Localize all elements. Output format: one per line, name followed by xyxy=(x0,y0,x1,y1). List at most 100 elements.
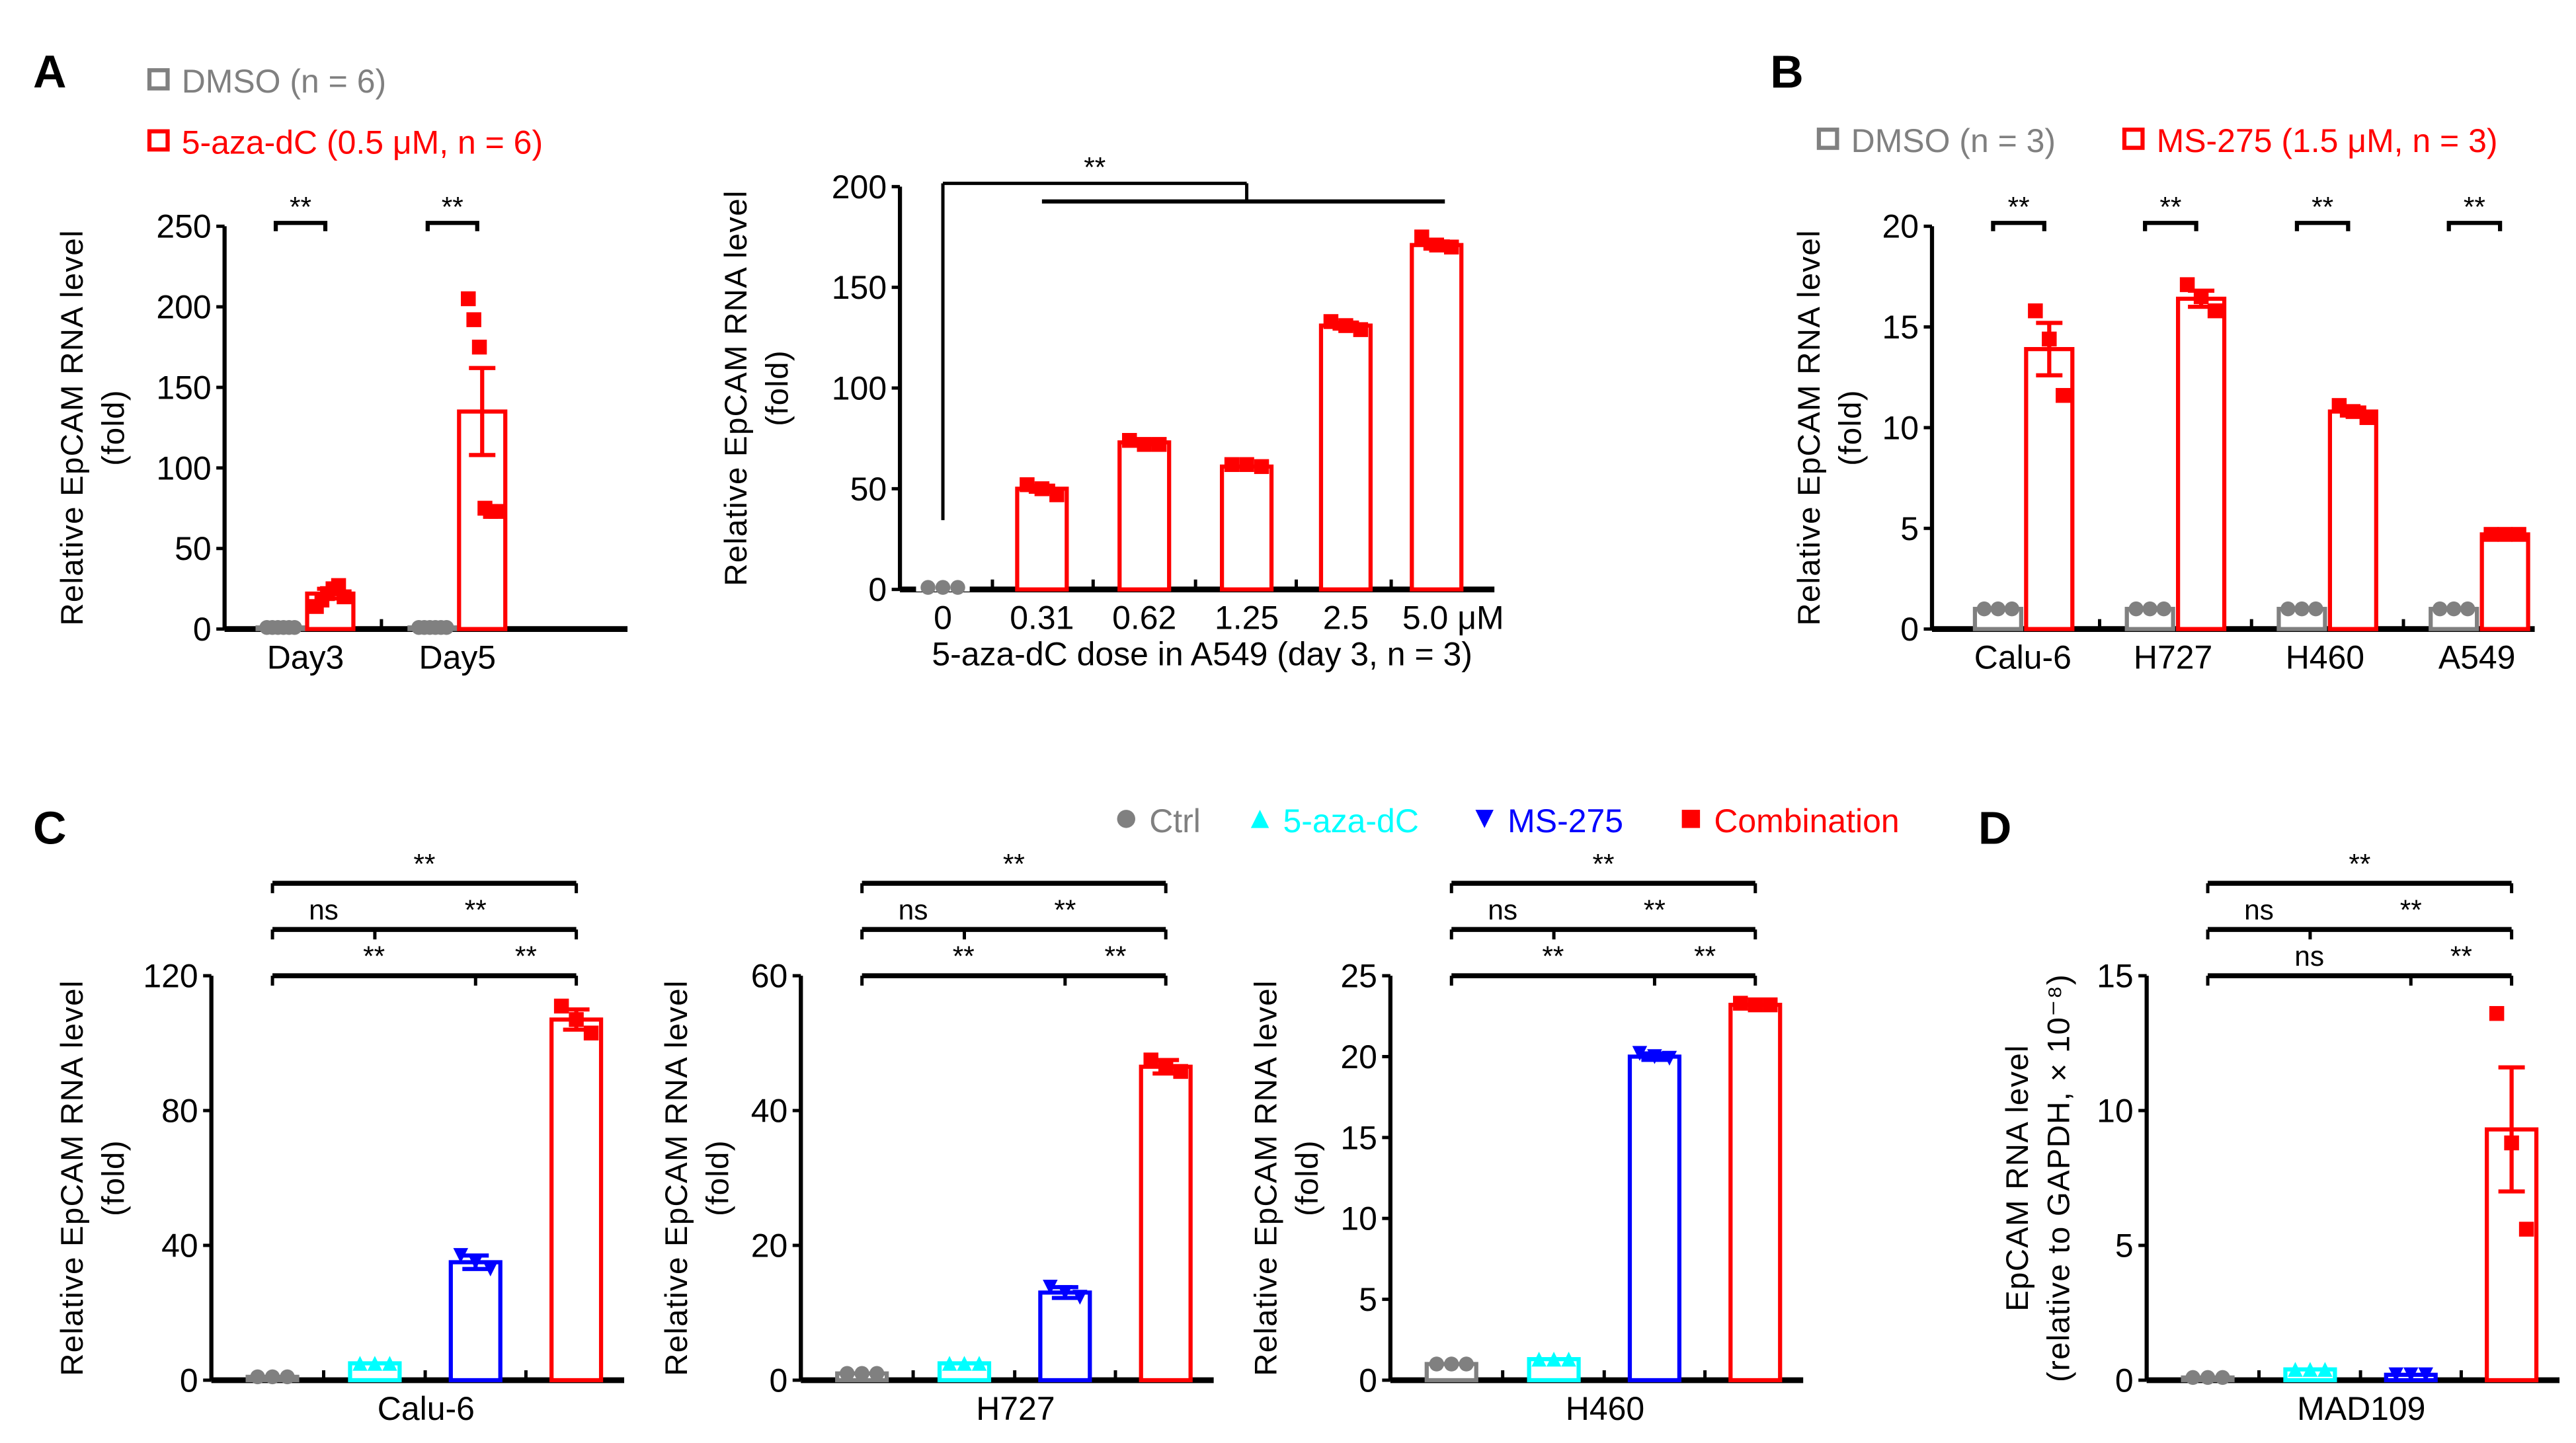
data-point xyxy=(1733,995,1748,1011)
data-point xyxy=(280,1369,295,1385)
data-point xyxy=(1414,229,1429,245)
significance-bracket xyxy=(425,221,479,231)
significance-bracket xyxy=(2294,221,2351,231)
data-point xyxy=(1122,432,1137,448)
bar xyxy=(2479,532,2530,631)
legend-label: MS-275 xyxy=(1508,802,1623,839)
significance-label: ** xyxy=(1592,848,1614,879)
significance-label: ** xyxy=(2159,191,2181,222)
legend-marker-icon xyxy=(1117,810,1135,828)
data-point xyxy=(2483,527,2499,542)
bar xyxy=(448,1260,503,1383)
data-point xyxy=(1338,318,1353,333)
data-point xyxy=(1224,457,1240,473)
significance-label: ** xyxy=(953,941,975,972)
y-tick-label: 15 xyxy=(1340,1119,1377,1156)
data-point xyxy=(1531,1351,1547,1367)
bar-ms-275 xyxy=(1038,1285,1092,1383)
data-point xyxy=(1239,457,1254,473)
data-point xyxy=(2446,601,2462,617)
legend-label: MS-275 (1.5 μM, n = 3) xyxy=(2157,122,2498,159)
x-axis-label: 5-aza-dC dose in A549 (day 3, n = 3) xyxy=(932,636,1472,673)
data-point xyxy=(2460,601,2475,617)
x-category-label: 2.5 xyxy=(1323,600,1369,637)
data-point xyxy=(2331,398,2347,413)
y-axis-label-units: (fold) xyxy=(96,389,131,466)
data-point xyxy=(1662,1050,1677,1066)
x-axis-label: H727 xyxy=(976,1390,1055,1427)
data-point xyxy=(2345,404,2361,419)
data-point xyxy=(2497,527,2513,542)
data-point xyxy=(2403,1367,2419,1383)
y-tick-label: 250 xyxy=(156,208,211,245)
data-point xyxy=(1763,997,1778,1013)
data-point xyxy=(1057,1285,1073,1300)
significance-label: ns xyxy=(899,894,928,925)
y-tick-label: 80 xyxy=(161,1093,198,1130)
panel-letter-b: B xyxy=(1770,46,1803,97)
data-point xyxy=(2418,1367,2433,1383)
data-point xyxy=(839,1366,855,1382)
significance-label: ** xyxy=(2349,848,2370,879)
data-point xyxy=(1173,1064,1188,1079)
y-axis-label-units: (fold) xyxy=(96,1140,131,1216)
bar xyxy=(1318,323,1373,592)
significance-label: ** xyxy=(1054,894,1076,925)
data-point xyxy=(2128,601,2144,617)
data-point xyxy=(2200,1370,2216,1385)
data-point xyxy=(1748,997,1763,1013)
y-axis-label-units: (fold) xyxy=(1833,389,1869,466)
data-point xyxy=(583,1025,599,1041)
data-point xyxy=(2056,387,2071,403)
bar-ms-275 xyxy=(2327,405,2378,631)
significance-label: ** xyxy=(1694,941,1716,972)
data-point xyxy=(2193,289,2209,305)
data-point xyxy=(287,619,302,635)
y-axis-label: Relative EpCAM RNA level xyxy=(1249,980,1284,1376)
significance-label: ** xyxy=(290,191,311,222)
y-tick-label: 40 xyxy=(161,1228,198,1265)
bar-combination xyxy=(1139,1058,1193,1383)
significance-label: ** xyxy=(1105,941,1127,972)
data-point xyxy=(1444,239,1459,254)
bar xyxy=(1139,1064,1193,1383)
data-point xyxy=(2504,1135,2519,1151)
data-point xyxy=(2156,601,2171,617)
data-point xyxy=(453,1248,469,1263)
y-tick-label: 50 xyxy=(175,530,212,567)
data-point xyxy=(2179,277,2195,292)
bar-ms-275 xyxy=(448,1253,503,1383)
data-point xyxy=(352,1356,368,1371)
data-point xyxy=(553,998,569,1014)
data-point xyxy=(2280,601,2296,617)
legend-marker-icon xyxy=(1816,128,1839,150)
y-axis-label: Relative EpCAM RNA level xyxy=(719,190,754,586)
bar xyxy=(1015,487,1069,592)
data-point xyxy=(483,1261,498,1276)
data-point xyxy=(1049,487,1065,502)
significance-label: ns xyxy=(309,894,339,925)
data-point xyxy=(1976,601,1992,617)
data-point xyxy=(2388,1367,2404,1383)
bar xyxy=(2175,296,2227,631)
bar-combination xyxy=(549,1007,604,1383)
y-tick-label: 40 xyxy=(751,1093,788,1130)
data-point xyxy=(367,1356,383,1371)
y-axis-label-units: (fold) xyxy=(700,1140,735,1216)
y-tick-label: 15 xyxy=(1882,309,1919,346)
data-point xyxy=(2004,601,2020,617)
legend-label: 5-aza-dC (0.5 μM, n = 6) xyxy=(182,124,543,161)
bar-combination xyxy=(1728,1003,1783,1383)
y-axis-label-units: (fold) xyxy=(1290,1140,1325,1216)
bar xyxy=(1117,440,1172,592)
data-point xyxy=(2185,1370,2200,1385)
y-tick-label: 0 xyxy=(1359,1362,1377,1399)
bar-5-aza-dc-dose xyxy=(1318,320,1373,592)
significance-label: ns xyxy=(2294,941,2324,972)
panel-letter-a: A xyxy=(33,46,66,97)
y-tick-label: 100 xyxy=(156,449,211,487)
data-point xyxy=(2308,601,2323,617)
data-point xyxy=(920,580,936,595)
data-point xyxy=(1444,1356,1459,1372)
y-axis-label: EpCAM RNA level xyxy=(2000,1044,2035,1311)
